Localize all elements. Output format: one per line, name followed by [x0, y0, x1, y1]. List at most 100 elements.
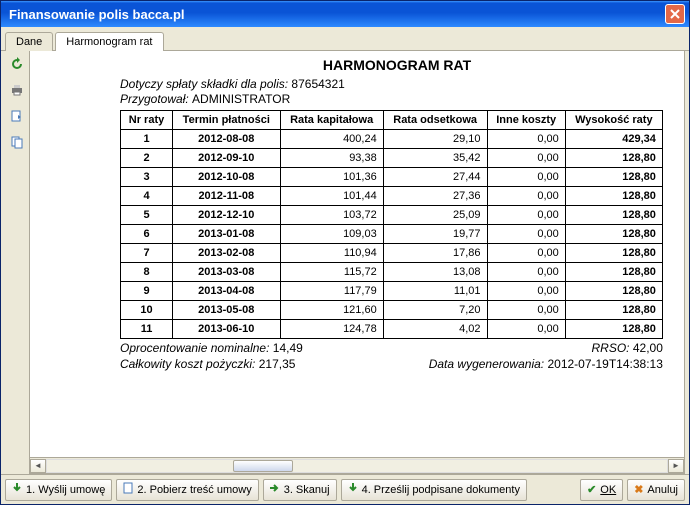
col-inne: Inne koszty: [487, 111, 565, 130]
arrow-down-icon: [348, 483, 358, 496]
cell-cap: 101,44: [280, 187, 383, 206]
cell-nr: 7: [121, 244, 173, 263]
tab-dane[interactable]: Dane: [5, 32, 53, 51]
col-odsetki: Rata odsetkowa: [383, 111, 487, 130]
arrow-right-icon: [270, 483, 280, 496]
close-button[interactable]: [665, 4, 685, 24]
cell-inne: 0,00: [487, 301, 565, 320]
col-nr: Nr raty: [121, 111, 173, 130]
cell-term: 2012-11-08: [173, 187, 281, 206]
cell-cap: 115,72: [280, 263, 383, 282]
cell-ods: 35,42: [383, 149, 487, 168]
scroll-thumb[interactable]: [233, 460, 293, 472]
cell-ods: 13,08: [383, 263, 487, 282]
scroll-track[interactable]: [46, 459, 668, 473]
arrow-down-icon: [12, 483, 22, 496]
schedule-table: Nr raty Termin płatności Rata kapitałowa…: [120, 110, 663, 339]
table-row: 52012-12-10103,7225,090,00128,80: [121, 206, 663, 225]
cell-term: 2013-06-10: [173, 320, 281, 339]
footer-info-2: Całkowity koszt pożyczki: 217,35 Data wy…: [120, 357, 663, 371]
scroll-right-arrow[interactable]: ►: [668, 459, 684, 473]
horizontal-scrollbar[interactable]: ◄ ►: [30, 457, 684, 473]
scan-button[interactable]: 3. Skanuj: [263, 479, 337, 501]
scroll-left-arrow[interactable]: ◄: [30, 459, 46, 473]
cell-wys: 128,80: [565, 187, 662, 206]
cell-cap: 117,79: [280, 282, 383, 301]
check-icon: ✔: [587, 483, 596, 496]
button-bar: 1. Wyślij umowę 2. Pobierz treść umowy 3…: [1, 474, 689, 504]
cell-wys: 128,80: [565, 263, 662, 282]
download-contract-button[interactable]: 2. Pobierz treść umowy: [116, 479, 258, 501]
cell-term: 2013-02-08: [173, 244, 281, 263]
table-row: 32012-10-08101,3627,440,00128,80: [121, 168, 663, 187]
cell-cap: 110,94: [280, 244, 383, 263]
cell-nr: 6: [121, 225, 173, 244]
cell-term: 2012-08-08: [173, 130, 281, 149]
cell-cap: 124,78: [280, 320, 383, 339]
table-row: 102013-05-08121,607,200,00128,80: [121, 301, 663, 320]
cell-wys: 429,34: [565, 130, 662, 149]
cell-nr: 4: [121, 187, 173, 206]
document-page: HARMONOGRAM RAT Dotyczy spłaty składki d…: [30, 51, 684, 457]
col-kapital: Rata kapitałowa: [280, 111, 383, 130]
document-icon: [123, 482, 133, 497]
send-contract-button[interactable]: 1. Wyślij umowę: [5, 479, 112, 501]
cell-cap: 109,03: [280, 225, 383, 244]
cell-wys: 128,80: [565, 301, 662, 320]
table-row: 62013-01-08109,0319,770,00128,80: [121, 225, 663, 244]
footer-info: Oprocentowanie nominalne: 14,49 RRSO: 42…: [120, 341, 663, 355]
cell-nr: 10: [121, 301, 173, 320]
cell-inne: 0,00: [487, 130, 565, 149]
table-row: 82013-03-08115,7213,080,00128,80: [121, 263, 663, 282]
cell-inne: 0,00: [487, 187, 565, 206]
upload-signed-button[interactable]: 4. Prześlij podpisane dokumenty: [341, 479, 527, 501]
cell-wys: 128,80: [565, 225, 662, 244]
cell-ods: 27,36: [383, 187, 487, 206]
left-toolbar: [5, 51, 29, 474]
cell-inne: 0,00: [487, 168, 565, 187]
table-row: 92013-04-08117,7911,010,00128,80: [121, 282, 663, 301]
cell-nr: 5: [121, 206, 173, 225]
cell-inne: 0,00: [487, 263, 565, 282]
cell-term: 2013-03-08: [173, 263, 281, 282]
copy-icon[interactable]: [8, 133, 26, 151]
cell-ods: 7,20: [383, 301, 487, 320]
ok-button[interactable]: ✔ OK: [580, 479, 623, 501]
export-icon[interactable]: [8, 107, 26, 125]
cell-wys: 128,80: [565, 149, 662, 168]
col-wysokosc: Wysokość raty: [565, 111, 662, 130]
app-window: Finansowanie polis bacca.pl Dane Harmono…: [0, 0, 690, 505]
cell-term: 2013-05-08: [173, 301, 281, 320]
table-row: 12012-08-08400,2429,100,00429,34: [121, 130, 663, 149]
cell-ods: 25,09: [383, 206, 487, 225]
tab-harmonogram[interactable]: Harmonogram rat: [55, 32, 163, 51]
cell-wys: 128,80: [565, 168, 662, 187]
table-header-row: Nr raty Termin płatności Rata kapitałowa…: [121, 111, 663, 130]
cell-cap: 121,60: [280, 301, 383, 320]
table-row: 72013-02-08110,9417,860,00128,80: [121, 244, 663, 263]
cell-nr: 11: [121, 320, 173, 339]
cell-term: 2012-09-10: [173, 149, 281, 168]
cross-icon: ✖: [634, 483, 643, 496]
cell-ods: 29,10: [383, 130, 487, 149]
cell-inne: 0,00: [487, 225, 565, 244]
cell-ods: 19,77: [383, 225, 487, 244]
cell-wys: 128,80: [565, 206, 662, 225]
tab-strip: Dane Harmonogram rat: [1, 27, 689, 51]
cell-term: 2013-04-08: [173, 282, 281, 301]
cancel-button[interactable]: ✖ Anuluj: [627, 479, 685, 501]
cell-cap: 101,36: [280, 168, 383, 187]
cell-cap: 400,24: [280, 130, 383, 149]
cell-nr: 3: [121, 168, 173, 187]
cell-ods: 4,02: [383, 320, 487, 339]
cell-wys: 128,80: [565, 244, 662, 263]
cell-inne: 0,00: [487, 244, 565, 263]
cell-inne: 0,00: [487, 282, 565, 301]
table-row: 22012-09-1093,3835,420,00128,80: [121, 149, 663, 168]
cell-wys: 128,80: [565, 282, 662, 301]
refresh-icon[interactable]: [8, 55, 26, 73]
print-icon[interactable]: [8, 81, 26, 99]
cell-inne: 0,00: [487, 149, 565, 168]
meta-author: Przygotował: ADMINISTRATOR: [120, 92, 674, 106]
titlebar: Finansowanie polis bacca.pl: [1, 1, 689, 27]
